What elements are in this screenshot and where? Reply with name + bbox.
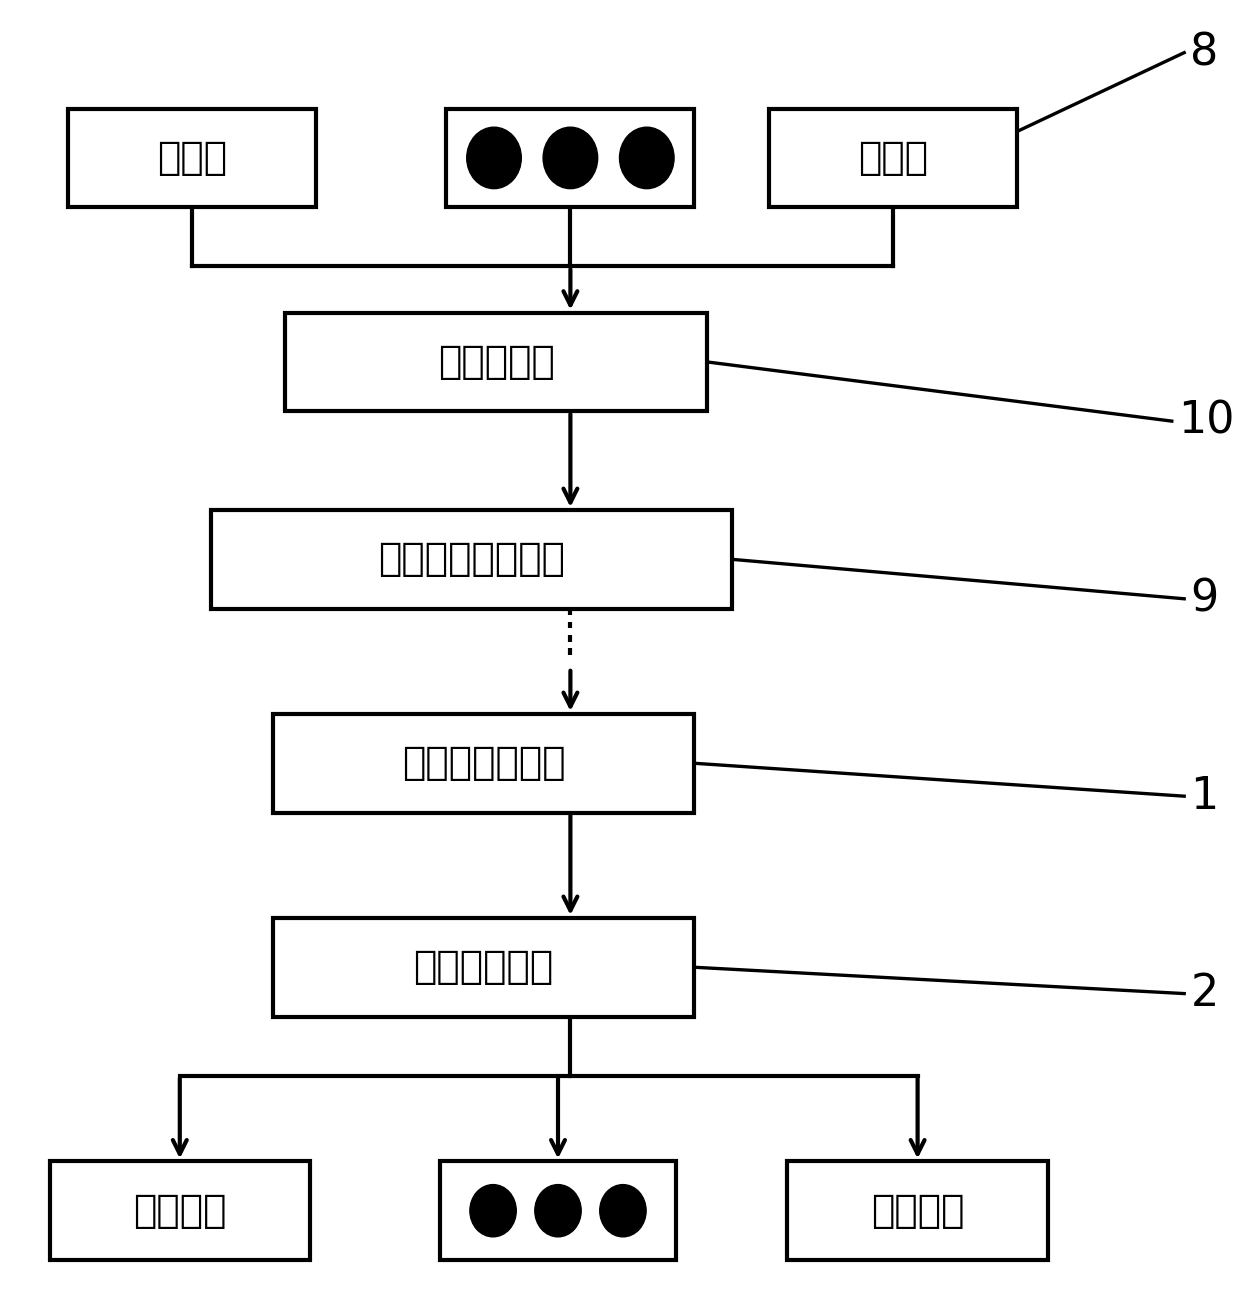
Ellipse shape xyxy=(543,128,598,188)
Text: 充电桩: 充电桩 xyxy=(858,139,928,176)
Bar xyxy=(787,1162,1048,1261)
Text: 10: 10 xyxy=(1178,400,1235,442)
Bar xyxy=(68,108,316,207)
Bar xyxy=(50,1162,310,1261)
Text: 2: 2 xyxy=(1190,973,1219,1015)
Ellipse shape xyxy=(600,1184,646,1237)
Text: 中央处理装置: 中央处理装置 xyxy=(413,949,554,986)
Bar xyxy=(285,313,707,411)
Text: 8: 8 xyxy=(1190,32,1219,74)
Text: 1: 1 xyxy=(1190,775,1219,817)
Text: 微处理装置: 微处理装置 xyxy=(438,343,554,380)
Ellipse shape xyxy=(620,128,675,188)
Bar xyxy=(211,511,732,608)
Text: 9: 9 xyxy=(1190,578,1219,620)
Text: 移动终端: 移动终端 xyxy=(870,1192,965,1229)
Ellipse shape xyxy=(466,128,521,188)
Text: 无线接收发射器: 无线接收发射器 xyxy=(402,745,565,782)
Bar xyxy=(769,108,1017,207)
Text: 充电桩: 充电桩 xyxy=(157,139,227,176)
Text: 移动终端: 移动终端 xyxy=(133,1192,227,1229)
Ellipse shape xyxy=(534,1184,582,1237)
Text: 数据接收发射装置: 数据接收发射装置 xyxy=(378,541,564,578)
Bar xyxy=(440,1162,676,1261)
Bar xyxy=(273,919,694,1016)
Bar xyxy=(273,713,694,812)
Bar xyxy=(446,108,694,207)
Ellipse shape xyxy=(470,1184,516,1237)
